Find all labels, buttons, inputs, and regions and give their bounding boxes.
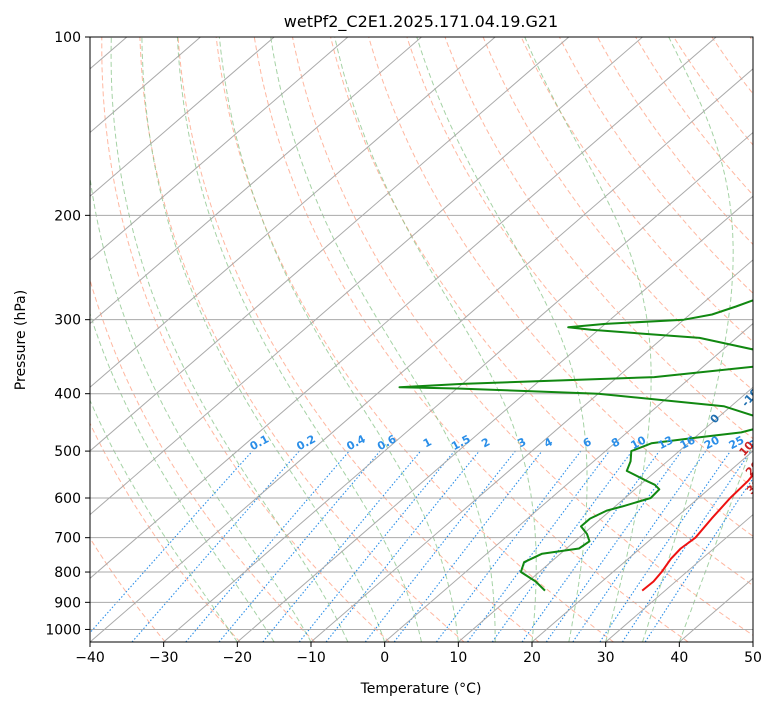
x-tick-label: 20 bbox=[523, 650, 541, 666]
isotherm-gridline bbox=[90, 37, 349, 261]
isotherm-gridline bbox=[384, 322, 753, 642]
dry-adiabats bbox=[90, 37, 753, 642]
moist-adiabat-line bbox=[218, 37, 459, 642]
moist-adiabat-line bbox=[90, 399, 238, 642]
moist-adiabat-line bbox=[642, 37, 734, 642]
y-tick-label: 500 bbox=[54, 444, 81, 460]
mixing-ratio-line bbox=[435, 450, 582, 642]
isotherm-gridline bbox=[90, 37, 643, 516]
plot-frame bbox=[89, 36, 754, 643]
mixing-ratio-line bbox=[90, 450, 253, 634]
moist-adiabat-line bbox=[141, 37, 386, 642]
isotherm-gridline bbox=[90, 37, 570, 452]
isotherm-gridline bbox=[90, 37, 496, 388]
mixing-ratio-line bbox=[131, 450, 300, 642]
isotherm-gridline bbox=[458, 386, 753, 642]
y-tick-label: 700 bbox=[54, 531, 81, 547]
y-axis-ticks: 1000 900 800 700 600 500 400 300 200 100 bbox=[45, 30, 90, 638]
y-axis-label: Pressure (hPa) bbox=[13, 290, 29, 390]
dry-adiabat-line bbox=[635, 37, 753, 196]
dry-adiabat-line bbox=[482, 37, 753, 391]
moist-adiabat-line bbox=[524, 37, 652, 642]
isotherm-gridline bbox=[237, 195, 753, 642]
y-tick-label: 900 bbox=[54, 595, 81, 611]
y-tick-label: 200 bbox=[54, 208, 81, 224]
dry-adiabat-line bbox=[90, 422, 241, 642]
y-tick-label: 400 bbox=[54, 387, 81, 403]
plot-area: -100-90-80-70-60-50-40-30-20-10010203040… bbox=[90, 37, 767, 642]
mixing-ratio-line bbox=[467, 450, 610, 642]
isotherm-gridline bbox=[90, 37, 275, 197]
y-tick-label: 600 bbox=[54, 491, 81, 507]
dewpoint-profile-line bbox=[398, 299, 753, 592]
x-axis-label: Temperature (°C) bbox=[360, 681, 482, 697]
mixing-ratio-label: 16 bbox=[678, 433, 698, 452]
isotherm-gridline bbox=[531, 450, 753, 642]
x-axis-ticks: −40 −30 −20 −10 0 10 20 30 40 50 bbox=[75, 642, 762, 666]
mixing-ratio-line bbox=[393, 450, 543, 642]
y-tick-label: 100 bbox=[54, 30, 81, 46]
mixing-ratio-label: 30 bbox=[747, 433, 767, 452]
x-tick-label: −20 bbox=[223, 650, 253, 666]
dry-adiabat-line bbox=[215, 37, 614, 642]
isotherm-gridline bbox=[90, 37, 422, 325]
x-tick-label: −10 bbox=[296, 650, 326, 666]
x-tick-label: 0 bbox=[380, 650, 389, 666]
mixing-ratio-line bbox=[298, 450, 455, 642]
mixing-ratio-label: 25 bbox=[727, 433, 747, 452]
dry-adiabat-line bbox=[558, 37, 753, 294]
isotherm-gridline bbox=[310, 259, 753, 642]
x-tick-label: 10 bbox=[449, 650, 467, 666]
x-tick-label: 40 bbox=[670, 650, 688, 666]
dry-adiabat-line bbox=[139, 37, 465, 642]
mixing-ratio-line bbox=[491, 450, 633, 642]
isotherm-gridline bbox=[90, 68, 753, 642]
x-tick-label: −30 bbox=[149, 650, 179, 666]
mixing-ratio-line bbox=[521, 450, 660, 642]
mixing-ratio-label: 10 bbox=[629, 433, 649, 452]
dry-adiabat-line bbox=[520, 37, 753, 343]
y-tick-label: 1000 bbox=[45, 622, 81, 638]
mixing-ratio-line bbox=[218, 450, 381, 642]
dry-adiabat-line bbox=[444, 37, 753, 440]
pressure-gridlines bbox=[90, 37, 753, 630]
chart-title: wetPf2_C2E1.2025.171.04.19.G21 bbox=[284, 12, 558, 32]
dry-adiabat-line bbox=[330, 37, 753, 587]
mixing-ratio-line bbox=[262, 450, 422, 642]
dry-adiabat-line bbox=[406, 37, 753, 489]
dry-adiabat-line bbox=[101, 37, 390, 642]
sounding-series bbox=[398, 299, 753, 592]
temperature-profile-line bbox=[641, 473, 753, 592]
x-tick-label: 30 bbox=[597, 650, 615, 666]
moist-adiabat-line bbox=[678, 442, 753, 642]
skewed-isotherms bbox=[90, 37, 753, 642]
moist-adiabat-line bbox=[270, 37, 496, 642]
dry-adiabat-line bbox=[253, 37, 689, 642]
mixing-ratio-label: 20 bbox=[702, 433, 722, 452]
y-tick-label: 800 bbox=[54, 565, 81, 581]
moist-adiabat-line bbox=[416, 37, 588, 642]
dry-adiabat-label: 20 bbox=[743, 458, 763, 478]
mixing-ratio-label: 13 bbox=[656, 433, 676, 452]
mixing-ratio-lines bbox=[90, 450, 753, 642]
isotherm-gridline bbox=[163, 131, 753, 642]
moist-adiabat-line bbox=[334, 37, 537, 642]
isotherm-gridline bbox=[90, 37, 717, 579]
dry-adiabat-line bbox=[368, 37, 753, 537]
x-tick-label: −40 bbox=[75, 650, 105, 666]
mixing-ratio-line bbox=[572, 450, 707, 642]
dry-adiabat-label: 30 bbox=[744, 477, 764, 497]
isotherm-gridline bbox=[605, 513, 753, 642]
y-tick-label: 300 bbox=[54, 313, 81, 329]
mixing-ratio-line bbox=[325, 450, 480, 642]
moist-adiabat-line bbox=[90, 312, 275, 642]
dry-adiabat-line bbox=[292, 37, 753, 636]
moist-adiabat-line bbox=[176, 37, 422, 642]
dry-adiabat-line bbox=[90, 537, 166, 642]
x-tick-label: 50 bbox=[744, 650, 762, 666]
